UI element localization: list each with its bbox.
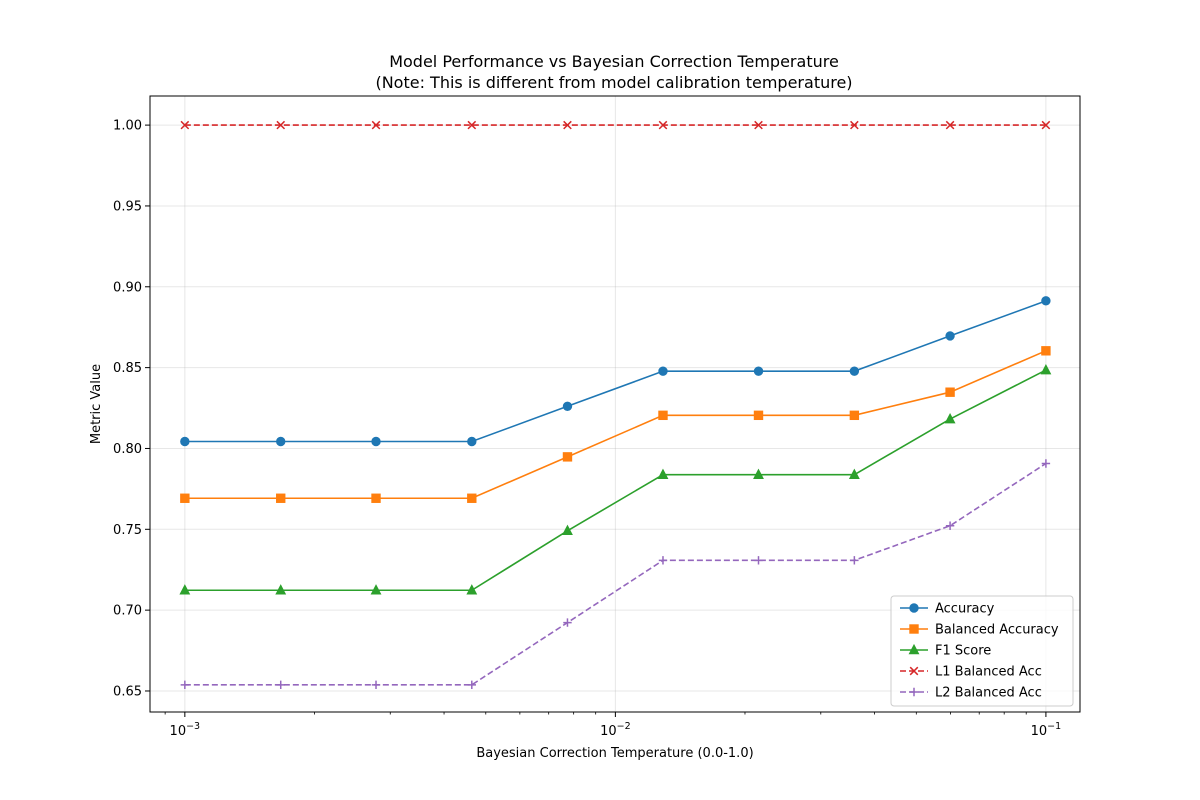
data-point: [179, 584, 191, 595]
series-2: [180, 346, 1051, 503]
data-point: [908, 643, 920, 655]
data-point: [371, 680, 381, 690]
data-point: [180, 120, 190, 130]
x-axis-ticks: 10−3 10−2 10−1: [170, 712, 1062, 739]
data-point: [658, 366, 668, 376]
data-point: [850, 556, 859, 565]
series-layer: [179, 120, 1052, 690]
legend-item: L2 Balanced Acc: [900, 686, 1042, 701]
data-point: [562, 452, 573, 462]
legend-label: Accuracy: [935, 602, 995, 617]
data-point: [658, 120, 668, 130]
legend-item: Balanced Accuracy: [900, 623, 1059, 638]
data-point: [753, 366, 764, 376]
x-tick-label: 10−3: [170, 721, 201, 739]
y-axis-label: Metric Value: [89, 364, 104, 444]
x-tick-label: 10−1: [1031, 721, 1062, 739]
data-point: [1041, 346, 1051, 356]
data-point: [562, 524, 573, 536]
data-point: [945, 120, 955, 130]
data-point: [180, 493, 190, 503]
x-tick-label: 10−2: [600, 721, 631, 739]
y-tick-label: 0.80: [113, 442, 142, 457]
data-point: [562, 401, 573, 411]
series-line: [184, 350, 1047, 500]
data-point: [276, 680, 285, 690]
series-1: [180, 296, 1051, 447]
legend-label: L1 Balanced Acc: [935, 665, 1042, 680]
data-point: [909, 624, 919, 634]
y-tick-label: 0.70: [113, 604, 142, 619]
data-point: [909, 603, 919, 613]
data-point: [1041, 459, 1051, 468]
y-tick-label: 1.00: [113, 119, 142, 134]
data-point: [180, 436, 190, 447]
data-point: [658, 410, 668, 421]
legend-item: Accuracy: [900, 602, 995, 617]
data-point: [658, 556, 668, 565]
plot-frame: [149, 95, 1081, 713]
data-point: [754, 120, 763, 130]
data-point: [466, 584, 478, 595]
data-point: [180, 680, 190, 690]
legend-label: L2 Balanced Acc: [935, 686, 1042, 701]
y-tick-label: 0.90: [113, 280, 142, 295]
data-point: [370, 584, 382, 595]
data-point: [563, 618, 572, 627]
data-point: [945, 331, 955, 341]
data-point: [563, 120, 572, 130]
chart-subtitle: (Note: This is different from model cali…: [375, 73, 852, 92]
data-point: [849, 410, 860, 421]
data-point: [275, 584, 287, 595]
data-point: [909, 687, 919, 697]
data-point: [276, 493, 286, 503]
series-4: [180, 120, 1051, 130]
data-point: [276, 120, 286, 130]
data-point: [1040, 363, 1052, 375]
series-line: [184, 462, 1047, 686]
data-point: [850, 120, 859, 130]
data-point: [848, 468, 860, 479]
data-point: [945, 521, 955, 530]
legend-item: L1 Balanced Acc: [900, 665, 1042, 680]
series-5: [180, 459, 1051, 690]
y-tick-label: 0.75: [113, 523, 142, 538]
series-line: [184, 300, 1047, 443]
data-point: [467, 680, 476, 690]
data-point: [657, 468, 669, 479]
data-point: [753, 468, 764, 479]
legend-label: F1 Score: [935, 644, 991, 659]
data-point: [371, 493, 381, 503]
data-point: [753, 410, 764, 421]
data-point: [467, 493, 477, 503]
grid: [150, 96, 1080, 712]
data-point: [754, 556, 763, 565]
data-point: [1041, 296, 1051, 306]
data-point: [467, 436, 477, 447]
y-axis-ticks: 0.65 0.70 0.75 0.80 0.85 0.90 0.95 1.00: [113, 119, 150, 699]
data-point: [467, 120, 477, 130]
y-tick-label: 0.95: [113, 199, 142, 214]
data-point: [849, 366, 860, 376]
data-point: [371, 436, 381, 447]
y-tick-label: 0.65: [113, 684, 142, 699]
data-point: [944, 412, 956, 424]
data-point: [945, 387, 955, 397]
x-axis-label: Bayesian Correction Temperature (0.0-1.0…: [476, 746, 753, 761]
data-point: [909, 666, 919, 676]
legend-item: F1 Score: [900, 644, 991, 659]
legend-box: [890, 595, 1074, 707]
data-point: [371, 120, 381, 130]
legend: Accuracy Balanced Accuracy F1 Score L1 Bala…: [890, 595, 1074, 707]
series-line: [184, 369, 1047, 592]
data-point: [276, 436, 286, 447]
y-tick-label: 0.85: [113, 361, 142, 376]
series-3: [179, 363, 1052, 595]
legend-label: Balanced Accuracy: [935, 623, 1059, 638]
chart-title: Model Performance vs Bayesian Correction…: [389, 52, 839, 71]
data-point: [1041, 120, 1051, 130]
